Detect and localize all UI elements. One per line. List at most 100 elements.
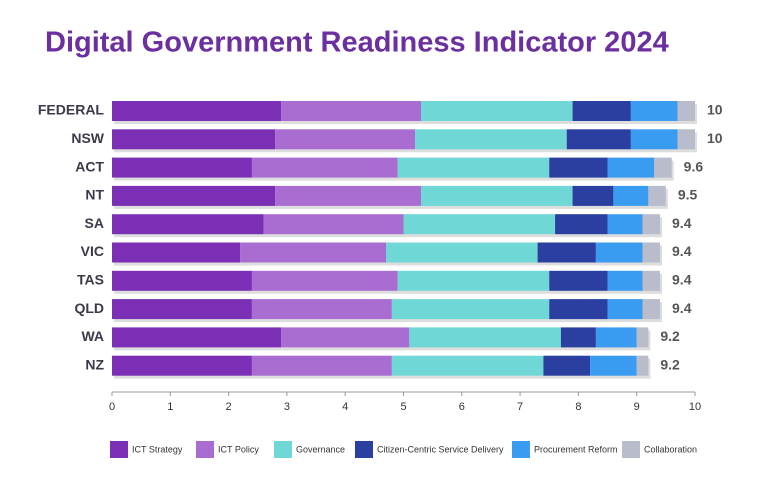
bar-segment	[613, 185, 649, 206]
x-tick-label: 5	[400, 401, 406, 413]
legend-swatch	[110, 441, 128, 458]
category-label: ACT	[75, 158, 104, 174]
legend-swatch	[274, 441, 292, 458]
legend-swatch	[622, 441, 640, 458]
bar-segment	[275, 129, 416, 150]
bar-segment	[630, 129, 678, 150]
bar-segment	[251, 299, 392, 320]
category-label: QLD	[74, 300, 104, 316]
bar-segment	[397, 157, 550, 178]
legend-swatch	[196, 441, 214, 458]
category-label: WA	[81, 328, 104, 344]
bar-segment	[112, 299, 252, 320]
bar-segment	[677, 101, 695, 121]
x-tick-label: 6	[459, 401, 465, 413]
total-label: 10	[707, 102, 723, 118]
bar-segment	[555, 214, 608, 235]
bar-segment	[391, 299, 550, 320]
x-tick-label: 0	[109, 401, 115, 413]
bar-segment	[112, 355, 252, 376]
legend-label: Collaboration	[644, 444, 697, 454]
x-tick-label: 1	[167, 401, 173, 413]
bar-segment	[386, 242, 538, 263]
bar-segment	[415, 129, 567, 150]
bar-segment	[560, 327, 596, 348]
category-label: NZ	[85, 356, 104, 372]
x-tick-label: 3	[284, 401, 290, 413]
total-label: 9.4	[672, 272, 692, 288]
category-label: NSW	[71, 130, 104, 146]
bar-segment	[420, 185, 573, 206]
legend-label: ICT Policy	[218, 444, 259, 454]
bar-segment	[251, 355, 392, 376]
bar-segment	[595, 242, 643, 263]
bar-segment	[607, 157, 655, 178]
x-tick-label: 8	[575, 401, 581, 413]
bar-segment	[112, 214, 264, 235]
bar-segment	[630, 101, 678, 121]
x-tick-label: 10	[689, 401, 701, 413]
bar-segment	[549, 270, 608, 291]
legend-label: ICT Strategy	[132, 444, 183, 454]
bar-segment	[549, 299, 608, 320]
bar-segment	[391, 355, 544, 376]
category-label: VIC	[81, 243, 104, 259]
bar-segment	[112, 327, 282, 348]
category-label: FEDERAL	[38, 102, 105, 118]
bar-segment	[590, 355, 637, 376]
bar-segment	[677, 129, 695, 150]
bar-segment	[281, 327, 410, 348]
total-label: 9.4	[672, 243, 692, 259]
total-label: 9.4	[672, 215, 692, 231]
bar-segment	[112, 101, 282, 121]
bar-segment	[251, 270, 398, 291]
x-tick-label: 2	[226, 401, 232, 413]
bar-segment	[420, 101, 573, 121]
total-label: 9.2	[660, 356, 680, 372]
x-tick-label: 4	[342, 401, 348, 413]
bar-segment	[240, 242, 387, 263]
total-label: 10	[707, 130, 723, 146]
bar-segment	[112, 129, 276, 150]
bar-segment	[636, 327, 649, 348]
bar-segment	[607, 299, 643, 320]
bar-segment	[572, 101, 631, 121]
bar-segment	[263, 214, 404, 235]
legend-label: Governance	[296, 444, 345, 454]
category-label: NT	[85, 187, 104, 203]
total-label: 9.6	[684, 158, 704, 174]
bar-segment	[537, 242, 596, 263]
bar-segment	[409, 327, 561, 348]
bar-segment	[112, 270, 252, 291]
bar-segment	[112, 157, 252, 178]
legend-label: Procurement Reform	[534, 444, 618, 454]
bar-segment	[572, 185, 614, 206]
bar-segment	[397, 270, 550, 291]
x-tick-label: 7	[517, 401, 523, 413]
bar-segment	[607, 214, 643, 235]
bar-segment	[275, 185, 421, 206]
bar-segment	[543, 355, 591, 376]
chart-title: Digital Government Readiness Indicator 2…	[45, 27, 669, 59]
bar-segment	[595, 327, 637, 348]
bar-segment	[648, 185, 666, 206]
total-label: 9.5	[678, 187, 698, 203]
bar-segment	[642, 214, 661, 235]
total-label: 9.4	[672, 300, 692, 316]
bar-segment	[607, 270, 643, 291]
category-label: SA	[85, 215, 104, 231]
bar-segment	[642, 299, 661, 320]
bar-segment	[642, 242, 661, 263]
bar-segment	[112, 185, 276, 206]
bar-segment	[251, 157, 398, 178]
bar-segment	[549, 157, 608, 178]
bar-segment	[566, 129, 631, 150]
bar-segment	[281, 101, 421, 121]
legend-label: Citizen-Centric Service Delivery	[377, 444, 504, 454]
legend-swatch	[355, 441, 373, 458]
total-label: 9.2	[660, 328, 680, 344]
x-tick-label: 9	[634, 401, 640, 413]
bar-segment	[112, 242, 241, 263]
bar-segment	[654, 157, 672, 178]
